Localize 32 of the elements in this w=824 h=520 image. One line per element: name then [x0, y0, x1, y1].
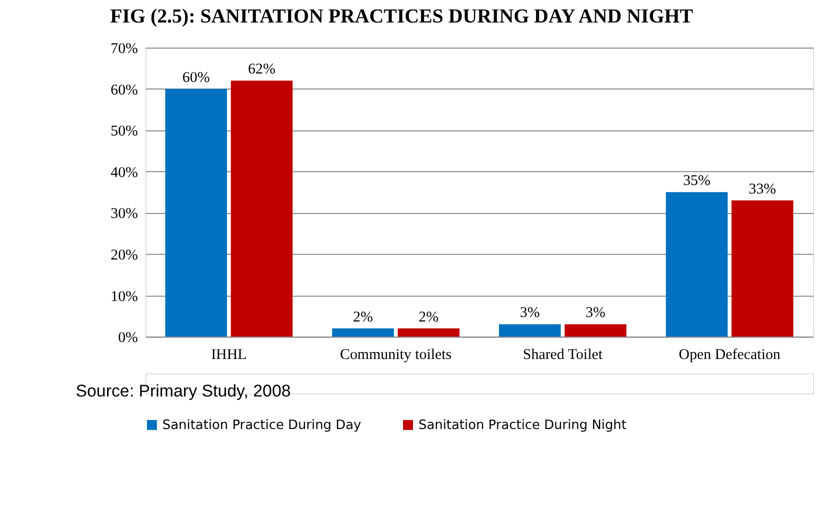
bar — [499, 324, 561, 337]
bar — [564, 324, 626, 337]
source-note: Source: Primary Study, 2008 — [76, 381, 291, 400]
data-label: 35% — [683, 173, 710, 190]
x-tick-label: Shared Toilet — [522, 346, 604, 363]
data-label: 2% — [353, 309, 373, 326]
bar — [398, 328, 460, 337]
data-label: 2% — [418, 309, 439, 326]
data-label: 33% — [748, 181, 776, 198]
data-label: 3% — [520, 305, 540, 322]
y-tick-label: 30% — [110, 206, 138, 222]
y-tick-label: 40% — [110, 164, 138, 181]
data-label: 3% — [586, 305, 606, 322]
data-label: 62% — [248, 62, 276, 78]
y-tick-label: 60% — [110, 82, 138, 98]
bar — [165, 88, 227, 337]
x-tick-label: IHHL — [211, 346, 247, 363]
y-tick-label: 0% — [118, 330, 138, 346]
bar — [732, 200, 794, 337]
legend-label: Sanitation Practice During Night — [418, 418, 626, 433]
y-tick-label: 50% — [110, 124, 138, 140]
y-tick-label: 10% — [110, 288, 138, 305]
y-tick-label: 70% — [110, 41, 138, 58]
bar — [332, 328, 394, 337]
y-tick-label: 20% — [110, 247, 138, 264]
x-tick-label: Open Defecation — [678, 346, 781, 363]
x-tick-label: Community toilets — [340, 346, 452, 363]
data-label: 60% — [182, 70, 210, 86]
bar — [230, 80, 293, 337]
chart-title: FIG (2.5): SANITATION PRACTICES DURING DAY AND NIGHT — [110, 6, 693, 28]
legend-label: Sanitation Practice During Day — [162, 418, 362, 433]
bar — [666, 192, 728, 337]
